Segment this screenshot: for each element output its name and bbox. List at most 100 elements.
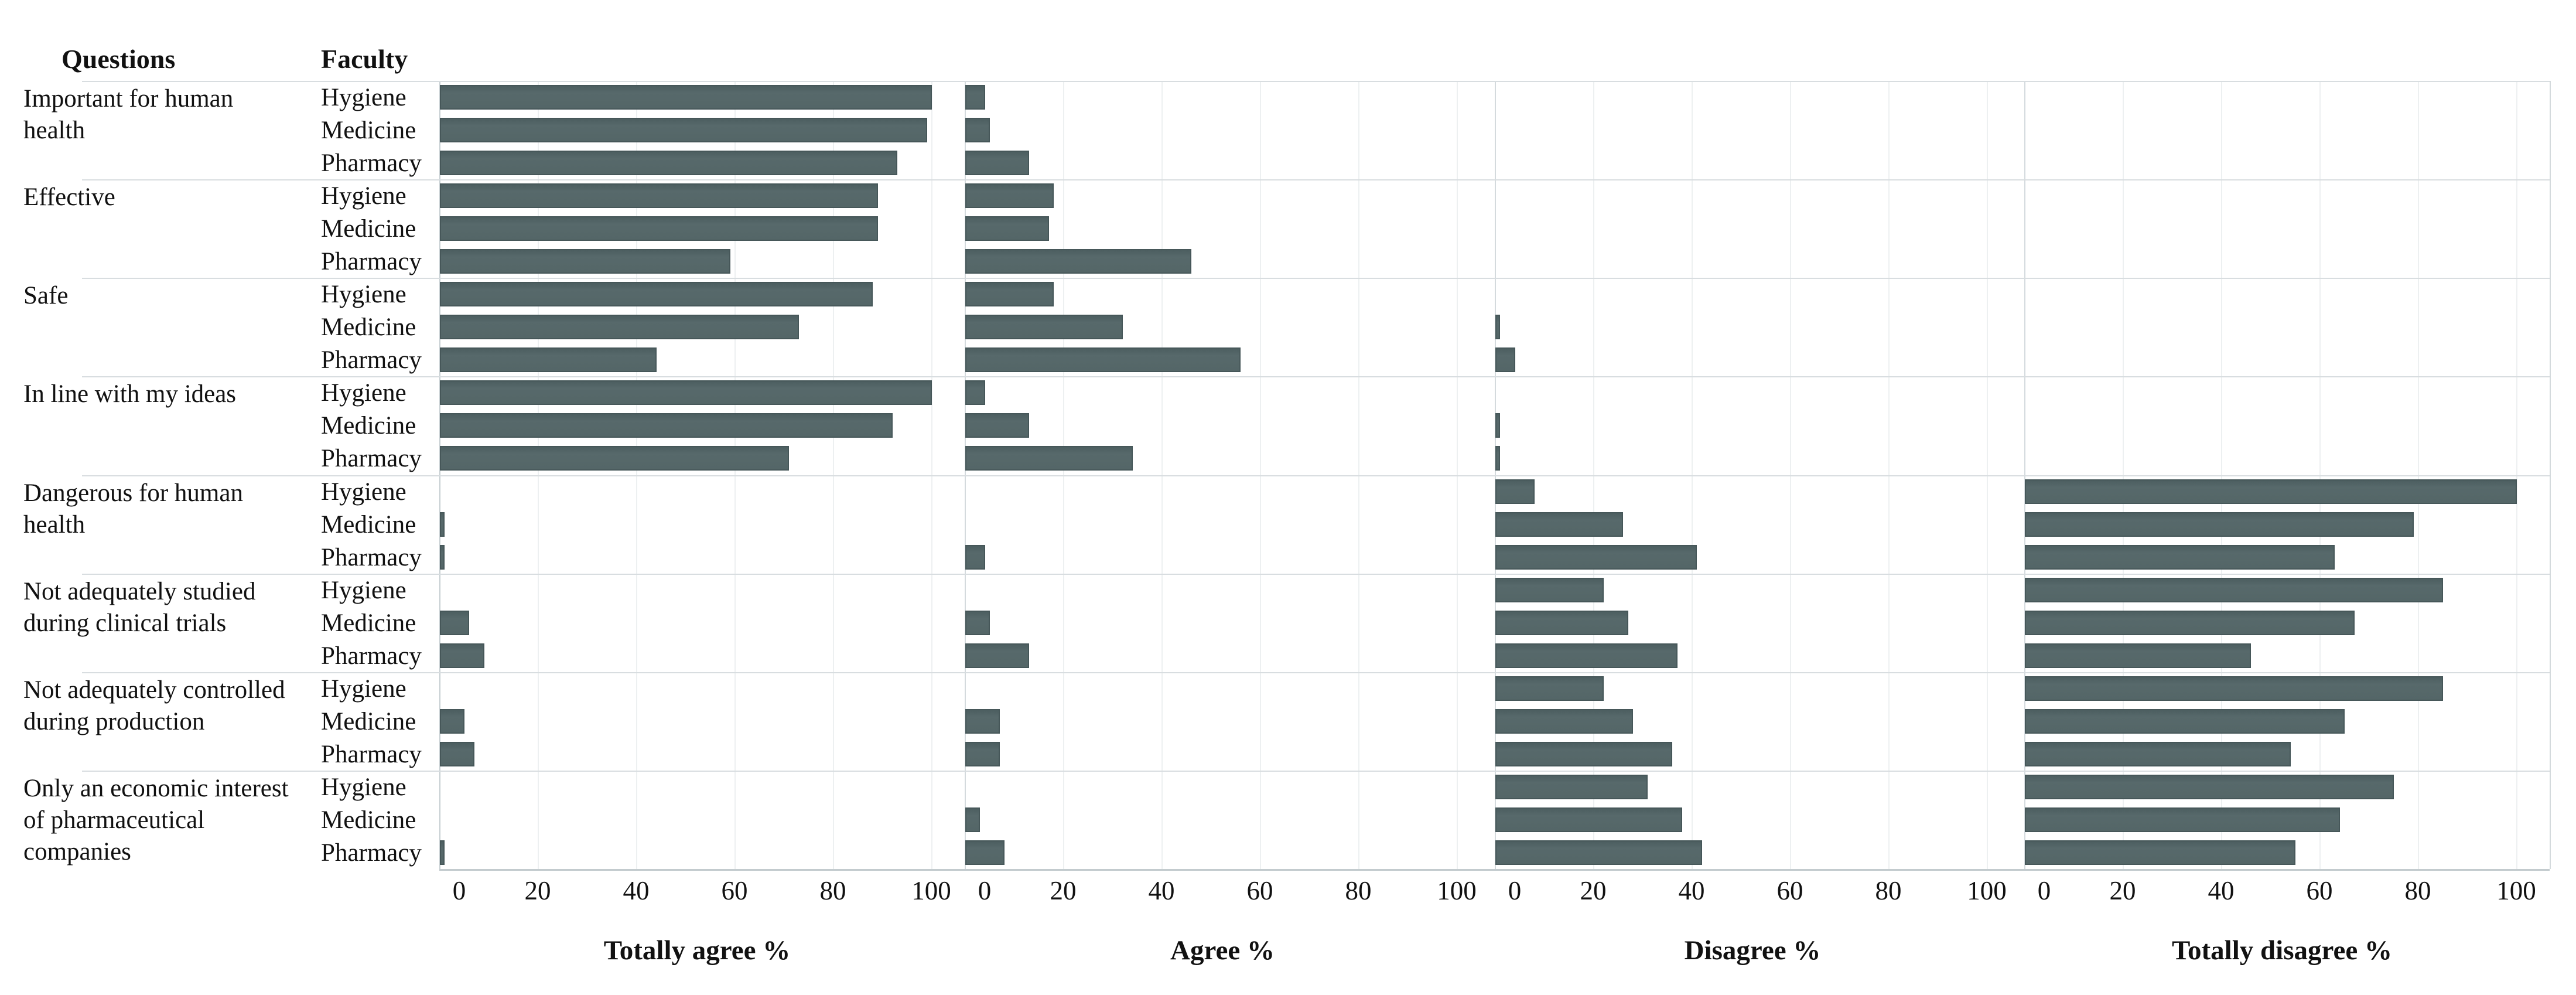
question-label: In line with my ideas [23,380,237,408]
axis-tick-label: 0 [978,876,992,905]
bar-pharmacy-panel3 [1495,840,1702,865]
faculty-label: Hygiene [321,379,406,407]
question-label: Safe [23,282,69,310]
question-label: Not adequately studied during clinical t… [23,577,256,637]
axis-tick-label: 60 [2306,876,2333,905]
bar-medicine-panel4 [2025,610,2355,635]
bar-medicine-panel2 [965,807,980,832]
bar-pharmacy-panel2 [965,249,1192,274]
faculty-label: Hygiene [321,773,406,801]
axis-tick-label: 20 [2109,876,2136,905]
bar-medicine-panel2 [965,315,1123,340]
question-label: Effective [23,183,115,212]
bar-medicine-panel4 [2025,708,2345,734]
axis-tick-label: 100 [1437,876,1477,905]
bar-medicine-panel3 [1495,512,1624,537]
bar-medicine-panel3 [1495,315,1501,340]
bar-medicine-panel1 [440,610,470,635]
bar-pharmacy-panel2 [965,544,985,570]
axis-tick-label: 0 [1508,876,1522,905]
faculty-label: Hygiene [321,576,406,604]
panel-title: Totally disagree % [2171,935,2393,966]
group-separator [82,278,2550,280]
bar-pharmacy-panel3 [1495,446,1501,471]
faculty-label: Hygiene [321,478,406,506]
bar-pharmacy-panel4 [2025,840,2295,865]
bar-pharmacy-panel1 [440,741,474,766]
faculty-label: Pharmacy [321,740,422,768]
axis-tick-label: 0 [452,876,466,905]
faculty-label: Medicine [321,609,416,637]
bar-medicine-panel4 [2025,807,2340,832]
bar-medicine-panel3 [1495,708,1634,734]
faculty-label: Hygiene [321,674,406,703]
faculty-label: Pharmacy [321,248,422,276]
faculty-label: Medicine [321,412,416,440]
bar-medicine-panel2 [965,118,990,142]
bar-medicine-panel1 [440,512,445,537]
bar-hygiene-panel3 [1495,676,1604,701]
question-label: Dangerous for human health [23,479,243,539]
bar-medicine-panel1 [440,315,800,340]
bar-medicine-panel3 [1495,610,1628,635]
faculty-label: Hygiene [321,182,406,210]
panel-title: Agree % [1170,935,1275,966]
bar-hygiene-panel4 [2025,676,2443,701]
bar-pharmacy-panel4 [2025,643,2252,668]
bar-pharmacy-panel3 [1495,347,1515,373]
faculty-label: Medicine [321,314,416,342]
axis-tick-label: 60 [721,876,748,905]
axis-tick-label: 100 [2496,876,2536,905]
group-separator [82,475,2550,476]
axis-tick-label: 20 [524,876,551,905]
faculty-label: Medicine [321,215,416,243]
questions-column-header: Questions [62,44,176,74]
axis-tick-label: 20 [1050,876,1077,905]
faculty-label: Medicine [321,806,416,834]
axis-tick-label: 80 [1875,876,1902,905]
bar-medicine-panel2 [965,216,1049,241]
bar-medicine-panel2 [965,413,1030,438]
axis-tick-label: 20 [1580,876,1607,905]
faculty-label: Pharmacy [321,839,422,867]
bar-pharmacy-panel1 [440,840,445,865]
faculty-label: Hygiene [321,84,406,111]
group-separator [82,179,2550,181]
bar-hygiene-panel3 [1495,577,1604,602]
bar-hygiene-panel2 [965,85,985,110]
question-label: Important for human health [23,85,234,145]
axis-tick-label: 100 [1967,876,2007,905]
axis-tick-label: 60 [1776,876,1803,905]
axis-tick-label: 40 [623,876,650,905]
bar-medicine-panel3 [1495,413,1501,438]
axis-tick-label: 40 [1678,876,1705,905]
axis-tick-label: 60 [1246,876,1273,905]
bar-hygiene-panel4 [2025,577,2443,602]
faculty-label: Medicine [321,510,416,539]
bar-medicine-panel1 [440,413,893,438]
bar-pharmacy-panel1 [440,643,484,668]
bar-pharmacy-panel4 [2025,544,2335,570]
group-separator [82,376,2550,378]
faculty-label: Medicine [321,707,416,735]
bar-hygiene-panel2 [965,282,1054,307]
faculty-label: Pharmacy [321,346,422,374]
bar-hygiene-panel1 [440,282,873,307]
axis-tick-label: 40 [1148,876,1175,905]
group-separator [82,81,2550,82]
bar-hygiene-panel2 [965,183,1054,209]
bar-hygiene-panel3 [1495,479,1535,504]
bar-pharmacy-panel1 [440,249,730,274]
bar-pharmacy-panel2 [965,151,1030,175]
faculty-column-header: Faculty [321,44,408,74]
bar-pharmacy-panel2 [965,643,1030,668]
bar-pharmacy-panel1 [440,151,898,175]
faculty-label: Pharmacy [321,149,422,177]
bar-medicine-panel2 [965,708,1000,734]
bar-hygiene-panel1 [440,85,932,110]
x-axis-line [439,869,2550,871]
bar-hygiene-panel1 [440,183,878,209]
bar-medicine-panel1 [440,216,878,241]
bar-medicine-panel3 [1495,807,1683,832]
